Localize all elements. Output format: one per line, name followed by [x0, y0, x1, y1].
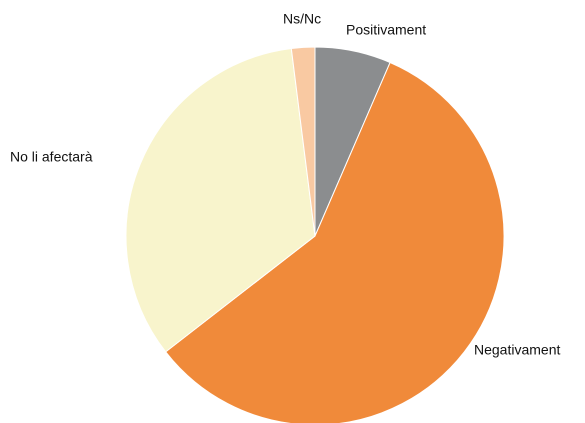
- pie-slice: [125, 47, 316, 353]
- slice-label: Positivament: [346, 22, 426, 38]
- pie-slice: [164, 61, 505, 423]
- slice-label: No li afectarà: [10, 149, 93, 165]
- slice-label: Ns/Nc: [283, 11, 321, 27]
- pie-slice: [290, 46, 316, 237]
- slice-label: Negativament: [474, 342, 560, 358]
